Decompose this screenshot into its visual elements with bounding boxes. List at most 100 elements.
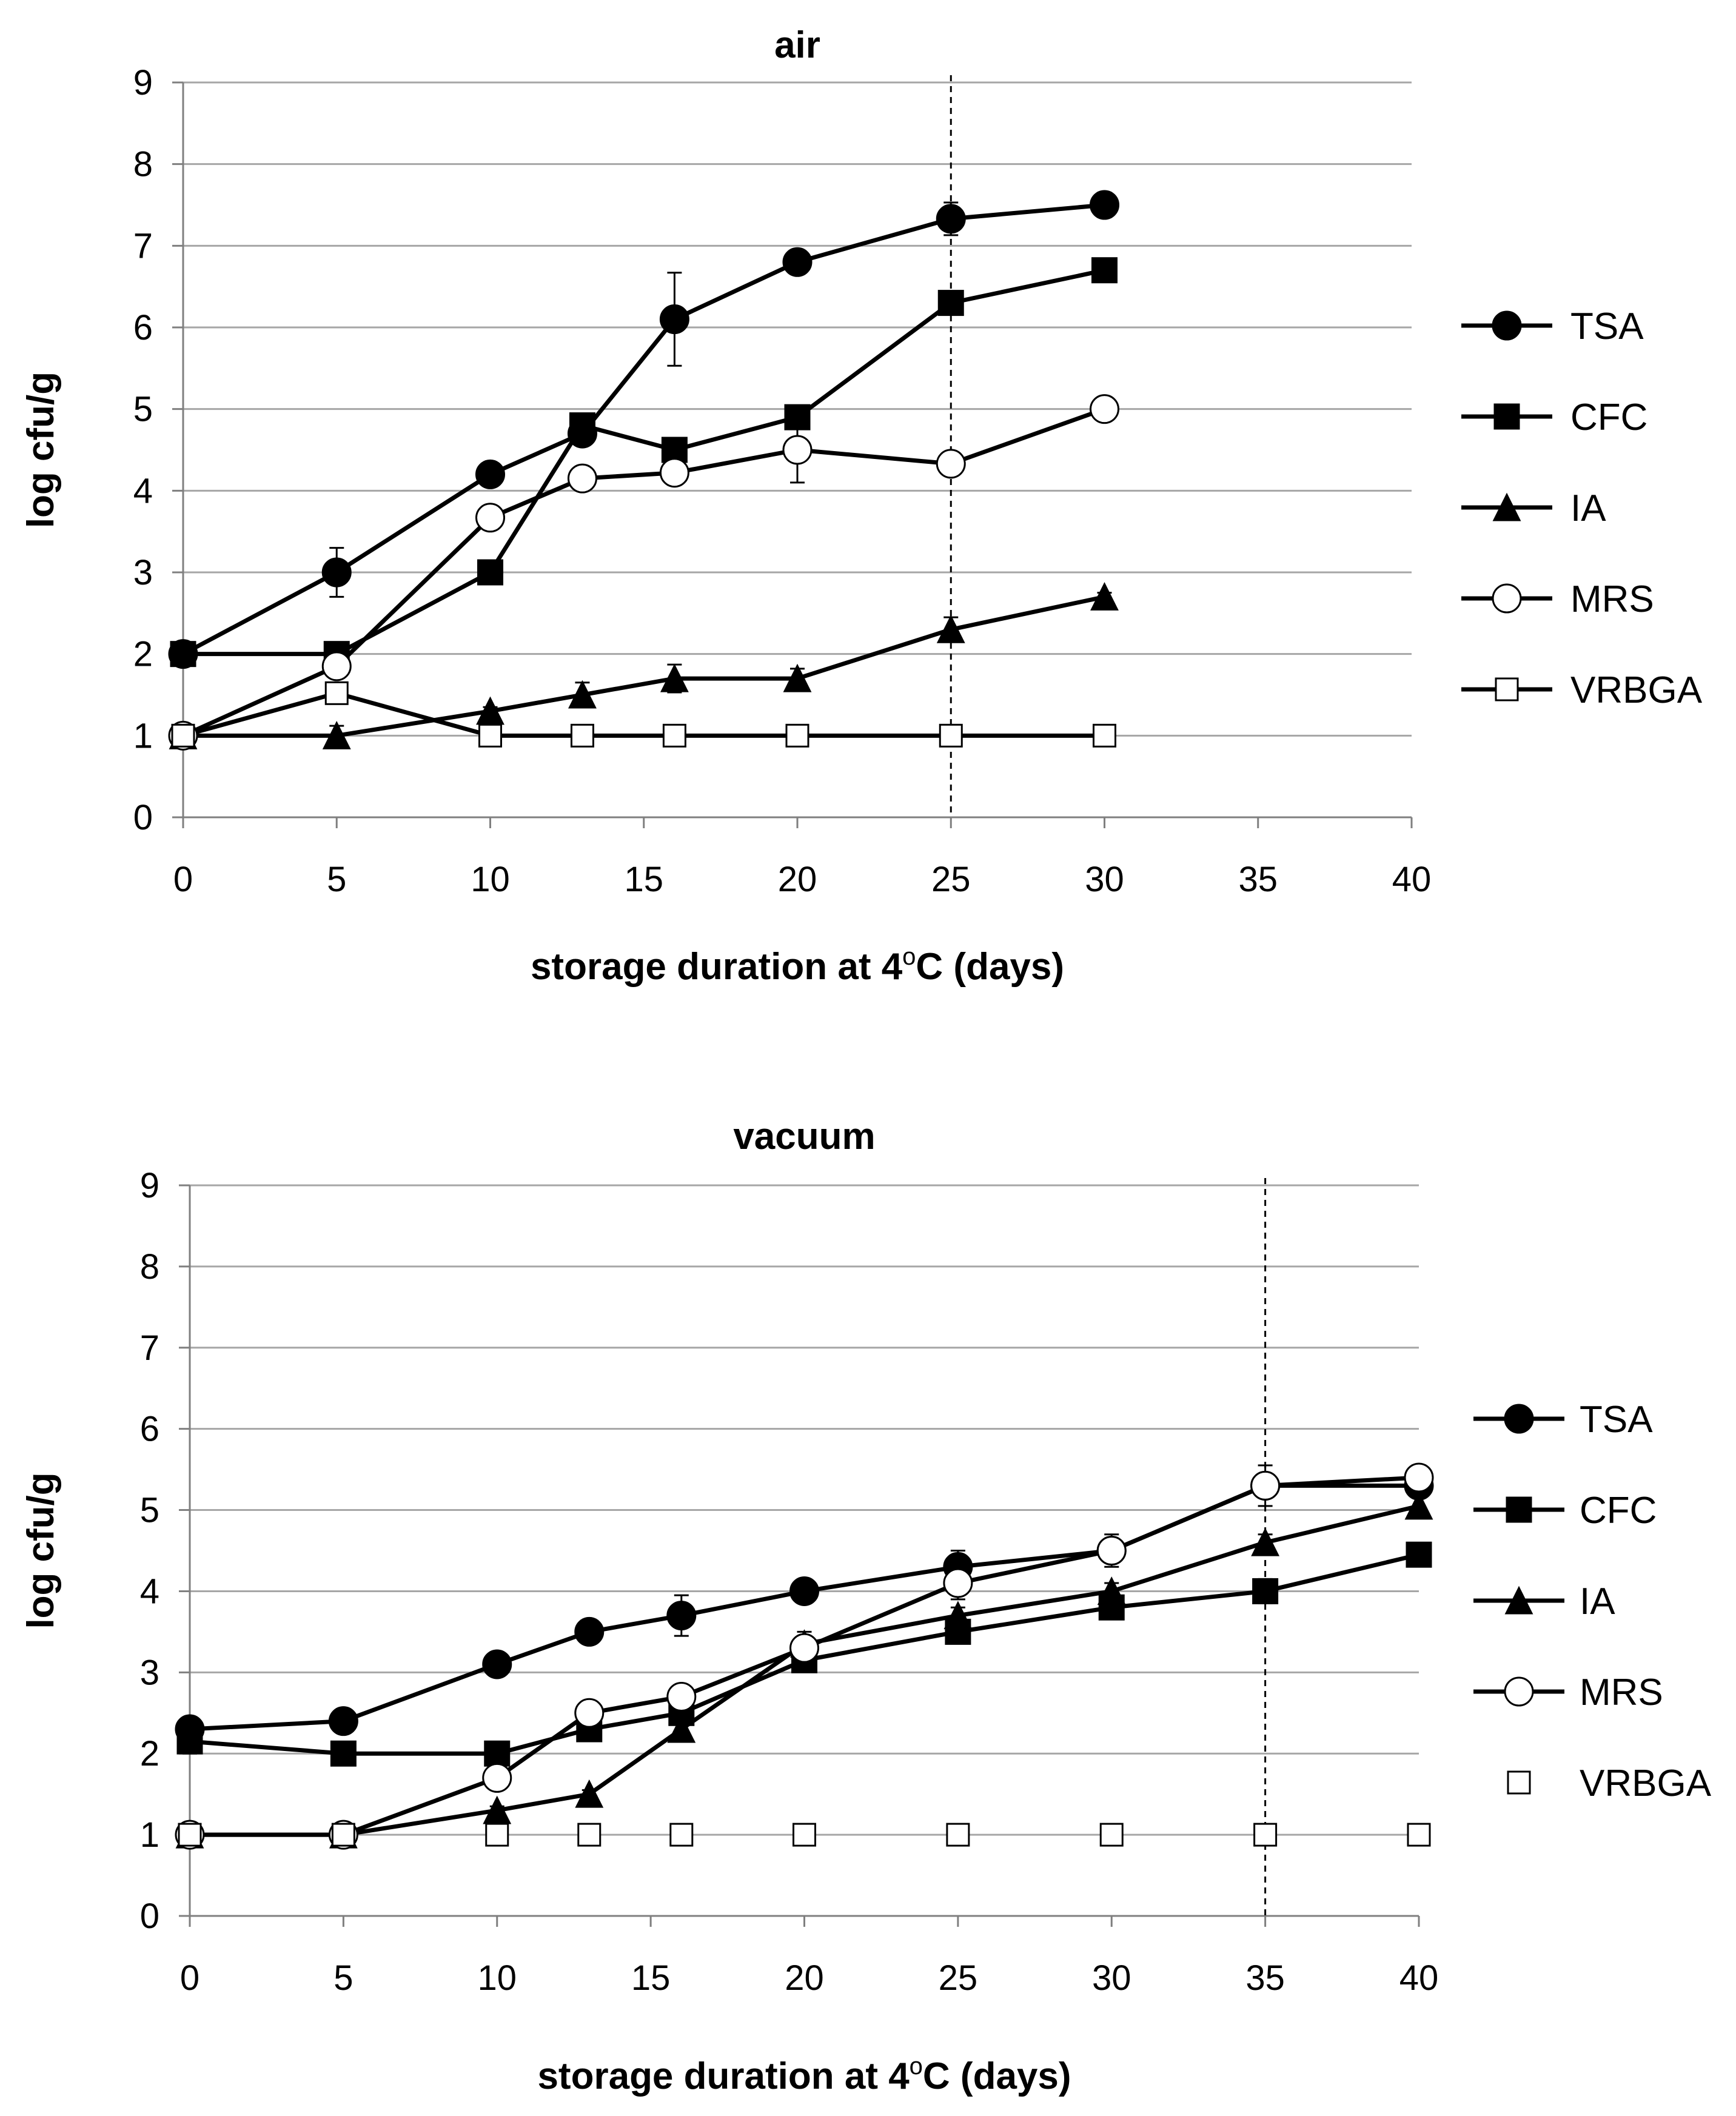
data-point-vrbga <box>669 1823 694 1847</box>
y-tick-label: 4 <box>133 471 153 511</box>
x-tick-label: 30 <box>1085 860 1124 899</box>
legend-label-vrbga: VRBGA <box>1570 669 1703 711</box>
data-point-ia <box>1090 582 1119 611</box>
data-point-tsa <box>574 1616 605 1647</box>
y-axis-title: log cfu/g <box>20 1472 62 1629</box>
data-point-ia <box>660 663 689 692</box>
x-tick-label: 30 <box>1092 1958 1131 1998</box>
data-point-cfc <box>477 559 503 586</box>
y-tick-label: 3 <box>140 1653 159 1692</box>
y-tick-label: 0 <box>133 798 153 837</box>
data-point-ia <box>783 663 812 692</box>
y-tick-label: 7 <box>140 1328 159 1368</box>
x-tick-label: 35 <box>1238 860 1278 899</box>
chart-air: air 0 1 2 3 4 5 6 7 8 9 0 5 10 15 20 25 30 35 40 storage dur… <box>20 24 1703 988</box>
x-tick-label: 5 <box>327 860 346 899</box>
y-tick-label: 8 <box>140 1247 159 1287</box>
data-point-ia <box>322 720 351 749</box>
x-axis-title: storage duration at 4oC (days) <box>531 943 1064 988</box>
data-point-cfc <box>1252 1578 1279 1604</box>
data-point-tsa <box>328 1706 358 1736</box>
legend-marker-vrbga <box>1495 677 1519 701</box>
data-point-mrs <box>1090 394 1119 424</box>
legend-marker-tsa <box>1504 1404 1534 1434</box>
y-tick-label: 8 <box>133 145 153 184</box>
data-point-tsa <box>321 557 352 588</box>
data-point-mrs <box>789 1633 819 1663</box>
data-point-mrs <box>936 449 966 479</box>
data-point-vrbga <box>331 1823 355 1847</box>
y-tick-label: 0 <box>140 1897 159 1936</box>
x-tick-label: 15 <box>624 860 663 899</box>
data-point-ia <box>1097 1576 1126 1605</box>
series-line-mrs <box>182 407 1105 738</box>
legend-marker-cfc <box>1493 403 1520 430</box>
data-point-tsa <box>782 247 813 277</box>
data-point-vrbga <box>785 723 809 748</box>
legend-marker-ia <box>1492 492 1521 521</box>
chart-vacuum: vacuum 0 1 2 3 4 5 6 7 8 9 0 5 10 15 20 25 30 35 40 storage … <box>20 1116 1712 2097</box>
x-tick-label: 40 <box>1392 860 1432 899</box>
x-axis-title: storage duration at 4oC (days) <box>537 2053 1071 2097</box>
legend-label-vrbga: VRBGA <box>1580 1763 1712 1804</box>
y-tick-label: 7 <box>133 226 153 266</box>
data-point-vrbga <box>478 723 502 748</box>
x-tick-label: 35 <box>1245 1958 1285 1998</box>
data-point-vrbga <box>485 1823 509 1847</box>
data-point-cfc <box>1091 257 1118 284</box>
data-point-ia <box>943 1601 973 1630</box>
data-point-vrbga <box>1099 1823 1124 1847</box>
data-point-ia <box>575 1779 604 1808</box>
y-tick-label: 1 <box>133 716 153 755</box>
legend-label-ia: IA <box>1580 1581 1615 1622</box>
chart-title: vacuum <box>733 1116 875 1157</box>
x-tick-label: 10 <box>477 1958 517 1998</box>
x-tick-label: 25 <box>931 860 971 899</box>
x-tick-label: 20 <box>778 860 817 899</box>
data-point-vrbga <box>1253 1823 1278 1847</box>
data-point-tsa <box>666 1601 697 1631</box>
data-point-cfc <box>937 290 964 316</box>
legend-label-tsa: TSA <box>1580 1399 1653 1441</box>
y-tick-label: 1 <box>140 1815 159 1855</box>
data-point-tsa <box>936 204 966 234</box>
legend-label-mrs: MRS <box>1570 578 1654 620</box>
data-point-mrs <box>567 463 597 494</box>
data-point-mrs <box>321 651 352 681</box>
data-point-tsa <box>1090 190 1119 220</box>
legend-label-cfc: CFC <box>1570 397 1647 438</box>
data-point-cfc <box>176 1728 203 1755</box>
y-axis-title: log cfu/g <box>20 372 62 528</box>
legend-marker-mrs <box>1504 1676 1534 1707</box>
data-point-vrbga <box>1093 723 1116 748</box>
y-tick-label: 4 <box>140 1572 159 1611</box>
data-point-vrbga <box>662 723 686 748</box>
legend-label-ia: IA <box>1570 487 1606 529</box>
y-tick-label: 6 <box>133 308 153 347</box>
legend-label-tsa: TSA <box>1570 306 1644 347</box>
data-point-cfc <box>330 1740 357 1767</box>
data-point-vrbga <box>946 1823 970 1847</box>
data-point-mrs <box>666 1682 697 1712</box>
legend-label-mrs: MRS <box>1580 1672 1663 1713</box>
legend-marker-ia <box>1504 1585 1533 1615</box>
data-point-vrbga <box>324 681 349 705</box>
series-line-ia <box>190 1504 1419 1837</box>
y-tick-label: 2 <box>133 635 153 674</box>
data-point-mrs <box>1096 1536 1127 1565</box>
y-tick-label: 2 <box>140 1734 159 1773</box>
y-tick-label: 6 <box>140 1410 159 1449</box>
data-point-tsa <box>482 1649 512 1679</box>
data-point-cfc <box>784 404 811 430</box>
data-point-cfc <box>1406 1541 1432 1568</box>
x-tick-label: 10 <box>471 860 510 899</box>
data-point-cfc <box>569 412 595 439</box>
series-line-tsa <box>182 203 1105 656</box>
series-line-vrbga <box>183 691 1105 738</box>
data-point-vrbga <box>1407 1823 1431 1847</box>
data-point-cfc <box>170 641 196 668</box>
data-point-vrbga <box>178 1823 202 1847</box>
x-tick-label: 0 <box>173 860 193 899</box>
data-point-mrs <box>943 1568 973 1598</box>
